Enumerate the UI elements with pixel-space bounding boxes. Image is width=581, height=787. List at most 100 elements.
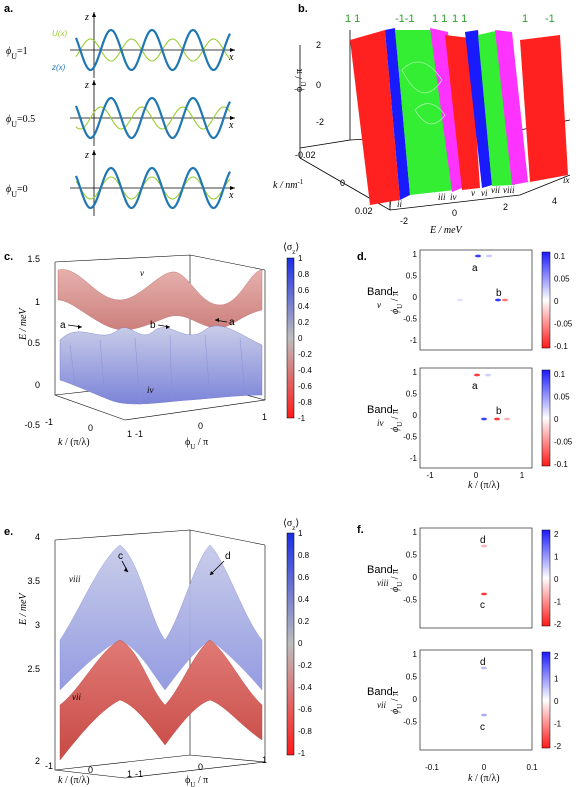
f-point-d-0: d (480, 535, 486, 546)
f-cbtick-0-0: 2 (554, 530, 559, 539)
c-cbtick-4: 0.2 (298, 318, 310, 327)
wave-row-2: ϕU=0 z x (6, 150, 235, 216)
d-dot-1-0 (474, 373, 480, 377)
f-dot-0-0 (481, 544, 487, 548)
d-ytick-0-2: 0 (413, 293, 418, 302)
panel-e-zticks: 4 3.5 3 2.5 2 (27, 532, 40, 766)
d-xtick-0: -1 (426, 471, 434, 480)
f-cbtick-0-3: -1 (554, 598, 562, 607)
d-dot-0-1 (486, 254, 492, 258)
f-map-frame-1 (419, 649, 533, 751)
band-label-i: i (389, 199, 392, 209)
top-label-0: 1 1 (345, 13, 360, 25)
panel-c-kticks: -1 0 1 (45, 417, 132, 439)
panel-e-colorbar (286, 532, 295, 756)
f-ytick-1-1: 0.5 (406, 673, 418, 682)
b-Etick-0: -2 (400, 216, 408, 226)
f-map-1: Band vii ϕU / π 1 0.5 0 -0.5 d c 2 1 0 -1 -2 (367, 649, 562, 751)
d-point-b-0: b (496, 288, 502, 299)
f-map-frame-0 (419, 527, 533, 629)
phi-label-1: ϕU=0.5 (6, 114, 35, 129)
d-ytick-1-4: -1 (410, 454, 418, 463)
d-dot-1-4 (504, 417, 510, 421)
panel-f-xticks: -0.1 0 0.1 (425, 763, 538, 772)
d-ytick-1-1: 0.5 (406, 390, 418, 399)
d-point-b-1: b (496, 406, 502, 417)
e-ztick-1: 3.5 (27, 576, 40, 586)
f-band-name-1: vii (377, 700, 386, 710)
phi-label-0: ϕU=1 (6, 46, 28, 61)
panel-c-phiticks: -1 0 1 (135, 412, 267, 439)
z-label-0: z (84, 12, 89, 23)
e-cbtick-10: -1 (298, 749, 306, 758)
b-ktick-1: 0 (340, 178, 345, 188)
band-label-vii: vii (491, 185, 500, 195)
d-cbtick-1-3: -0.05 (554, 438, 573, 447)
c-ztick-3: 0 (35, 380, 40, 390)
f-ytick-0-1: 0.5 (406, 551, 418, 560)
panel-e-philabel: ϕU / π (185, 775, 208, 787)
f-cbtick-1-3: -1 (554, 720, 562, 729)
sheet-iv (430, 28, 462, 192)
panel-b-sheets (350, 28, 568, 205)
d-band-name-1: iv (377, 418, 384, 428)
sheet-i (350, 30, 400, 205)
c-cbtick-0: 1 (298, 254, 303, 263)
panel-e-colorbar-ticks: 1 0.8 0.6 0.4 0.2 0 -0.2 -0.4 -0.6 -0.8 -1 (298, 529, 312, 758)
marker-a-left: a (60, 320, 66, 331)
d-map-frame-1 (419, 367, 533, 469)
panel-c-colorbar-title: ⟨σz⟩ (283, 242, 299, 256)
d-cbtick-1-1: 0.05 (554, 393, 570, 402)
band-label-ix: ix (563, 175, 570, 185)
f-band-word-0: Band (367, 564, 393, 576)
f-cbtick-0-1: 1 (554, 553, 559, 562)
e-phitick-2: 1 (262, 755, 267, 765)
c-cbtick-7: -0.4 (298, 366, 312, 375)
c-cbtick-2: 0.6 (298, 286, 310, 295)
d-ytick-1-3: -0.5 (403, 433, 417, 442)
panel-c-colorbar (286, 257, 295, 419)
e-cbtick-1: 0.8 (298, 551, 310, 560)
c-phitick-2: 1 (262, 412, 267, 422)
e-cbtick-6: -0.2 (298, 661, 312, 670)
e-ktick-2: 1 (127, 769, 132, 779)
f-ytick-0-3: -0.5 (403, 596, 417, 605)
marker-c: c (118, 551, 123, 562)
panel-e-zlabel: E / meV (18, 591, 29, 626)
panel-c-label: c. (4, 251, 13, 263)
d-dot-0-3 (502, 298, 508, 302)
panel-e-box (54, 529, 266, 779)
f-cbtick-0-2: 0 (554, 575, 559, 584)
f-ylabel-0: ϕU / π (390, 569, 404, 592)
c-cbtick-9: -0.8 (298, 398, 312, 407)
d-ytick-1-0: 1 (413, 368, 418, 377)
e-cbtick-4: 0.2 (298, 617, 310, 626)
d-ytick-0-3: -0.5 (403, 315, 417, 324)
d-band-name-0: v (377, 300, 381, 310)
panel-f-xlabel: k / (π/λ) (468, 773, 500, 784)
f-ytick-0-2: 0 (413, 573, 418, 582)
f-point-d-1: d (480, 657, 486, 668)
f-band-name-0: viii (377, 578, 389, 588)
f-cbtick-1-1: 1 (554, 675, 559, 684)
band-vii-surface (59, 639, 263, 761)
d-dot-0-4 (457, 298, 463, 302)
band-label-iii: iii (438, 192, 446, 202)
f-cbtick-1-4: -2 (554, 742, 562, 751)
panel-b-ylabel: ϕU / π (294, 69, 308, 92)
panel-b-top-labels: 1 1 -1-1 1 1 1 1 1 -1 (345, 13, 555, 25)
e-cbtick-5: 0 (298, 639, 303, 648)
d-ylabel-1: ϕU / π (390, 409, 404, 432)
z-label-2: z (84, 150, 89, 161)
f-colorbar-0 (541, 529, 551, 627)
marker-b: b (150, 320, 156, 331)
d-cbtick-1-4: -0.1 (554, 460, 568, 469)
d-xtick-1: 0 (474, 471, 479, 480)
panel-b-klabel: k / nm-1 (273, 178, 304, 191)
e-phitick-1: 0 (198, 762, 203, 772)
b-Etick-2: 2 (503, 202, 508, 212)
b-ytick-1: 0 (316, 80, 321, 90)
